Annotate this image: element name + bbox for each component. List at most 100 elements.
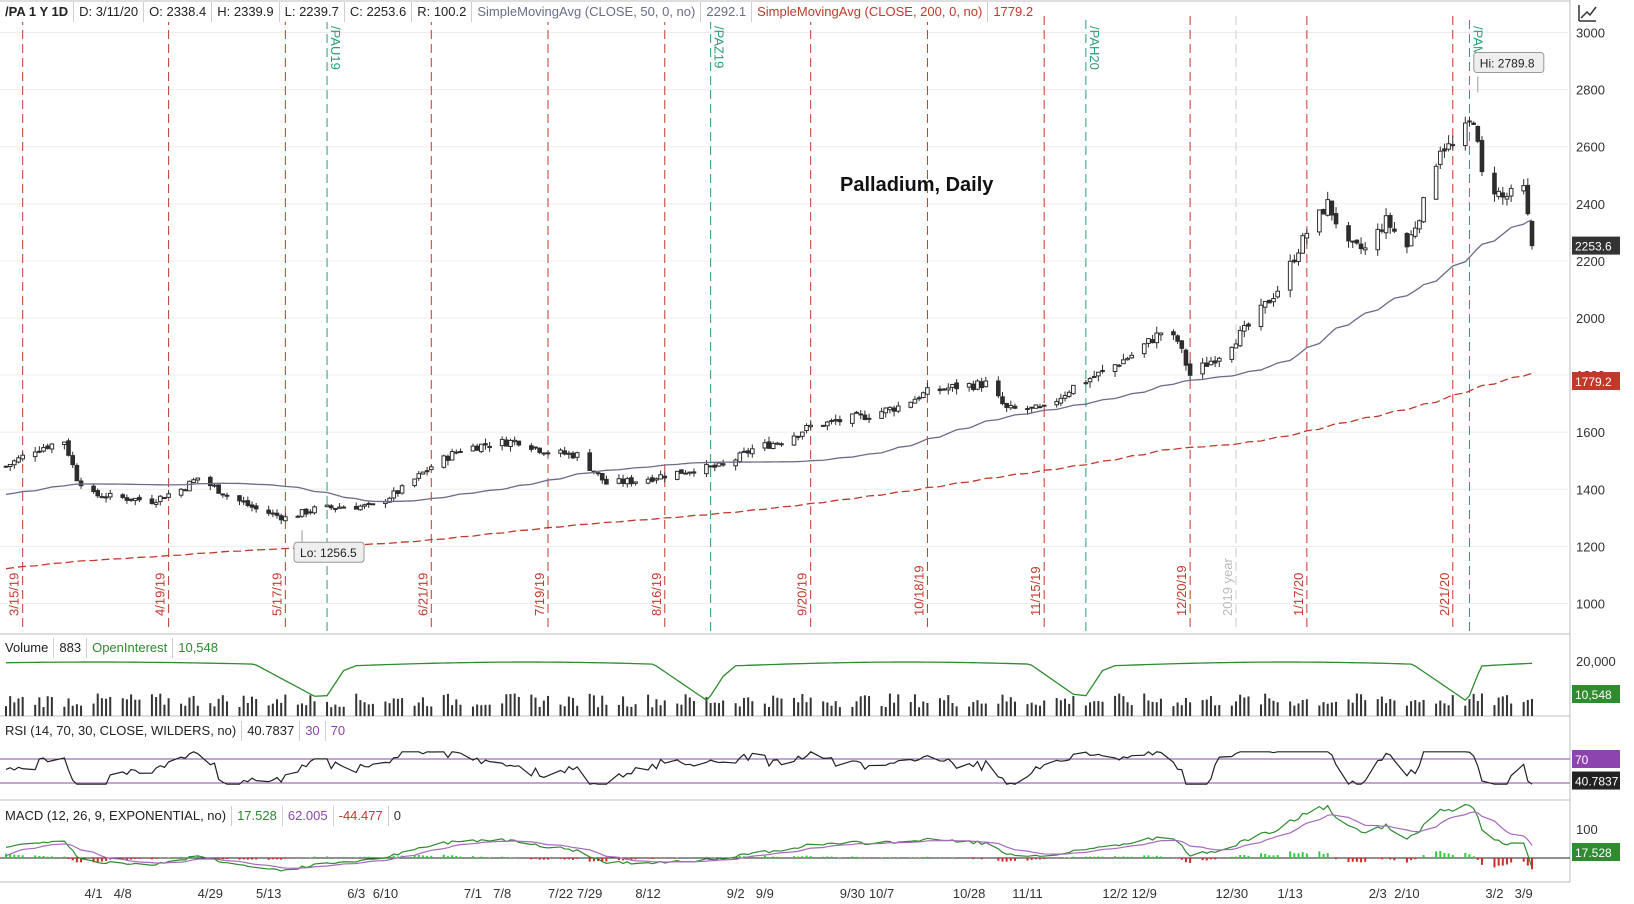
- rsi-study-label[interactable]: RSI (14, 70, 30, CLOSE, WILDERS, no): [0, 721, 243, 741]
- candle-body: [645, 478, 651, 484]
- candle-body: [862, 414, 868, 421]
- candle: [333, 507, 338, 513]
- candle-body: [599, 472, 605, 481]
- candle: [70, 451, 76, 468]
- sma200-line: [5, 372, 1533, 570]
- candle: [12, 459, 17, 469]
- candle: [1000, 391, 1005, 406]
- candle-body: [470, 445, 476, 452]
- candle-body: [854, 411, 859, 414]
- y-tick-label: 2200: [1576, 254, 1605, 269]
- candle-body: [1216, 357, 1222, 362]
- candle: [750, 444, 755, 458]
- candle: [633, 481, 638, 486]
- x-tick-label: 2/10: [1394, 886, 1419, 901]
- candle-body: [516, 440, 522, 446]
- candle-body: [7, 463, 13, 467]
- candle-body: [12, 460, 17, 466]
- candle-body: [1437, 150, 1443, 165]
- candle: [120, 493, 126, 500]
- candle: [908, 401, 914, 409]
- candle-body: [779, 443, 784, 446]
- candle-body: [328, 505, 334, 509]
- close-label: C: 2253.6: [345, 2, 413, 22]
- macd-zero-value: 0: [393, 808, 401, 823]
- candle-body: [912, 398, 918, 404]
- candle: [216, 484, 221, 494]
- candle: [1292, 254, 1297, 264]
- candle: [187, 480, 192, 492]
- candle-body: [791, 435, 797, 446]
- contract-roll-label: /PAH20: [1087, 26, 1102, 70]
- candle: [458, 448, 463, 454]
- macd-avg-value: 62.005: [283, 806, 334, 826]
- candle-body: [207, 476, 213, 487]
- high-label: H: 2339.9: [212, 2, 280, 22]
- candle-body: [124, 497, 130, 501]
- candle-body: [654, 478, 659, 481]
- candle: [791, 432, 797, 447]
- candle-body: [1116, 364, 1122, 367]
- candle-body: [1450, 144, 1456, 147]
- candle-body: [153, 502, 159, 505]
- candle-body: [1200, 362, 1205, 375]
- candle: [1233, 339, 1239, 349]
- candle: [1412, 221, 1418, 239]
- sma200-study-label[interactable]: SimpleMovingAvg (CLOSE, 200, 0, no): [752, 2, 989, 22]
- candle: [562, 446, 568, 456]
- candle: [954, 379, 959, 395]
- open-interest-label[interactable]: OpenInterest: [87, 638, 174, 658]
- candle-body: [562, 450, 568, 455]
- price-header: /PA 1 Y 1D D: 3/11/20 O: 2338.4 H: 2339.…: [0, 2, 1039, 22]
- candle-body: [1125, 357, 1130, 361]
- candle-body: [1354, 239, 1360, 244]
- candle-body: [712, 464, 718, 468]
- candle-body: [829, 419, 834, 422]
- macd-study-label[interactable]: MACD (12, 26, 9, EXPONENTIAL, no): [0, 806, 233, 826]
- candle-body: [241, 500, 246, 503]
- candle: [1129, 352, 1135, 360]
- hi-callout-box: [1473, 52, 1545, 74]
- candle-body: [458, 450, 463, 453]
- candle: [428, 464, 434, 471]
- date-label: D: 3/11/20: [74, 2, 145, 22]
- candle-body: [895, 405, 901, 412]
- candle-body: [1412, 227, 1418, 237]
- sma50-study-label[interactable]: SimpleMovingAvg (CLOSE, 50, 0, no): [472, 2, 702, 22]
- candle-body: [274, 512, 280, 516]
- candle-body: [1496, 190, 1501, 197]
- sma200-last-tag: 1779.2: [1575, 375, 1612, 389]
- candle: [604, 475, 609, 485]
- candle-body: [1112, 364, 1118, 372]
- candle: [1521, 179, 1526, 195]
- expand-chart-icon[interactable]: [1576, 2, 1600, 24]
- candle: [1492, 166, 1497, 202]
- candle: [124, 494, 130, 504]
- candle: [220, 493, 226, 498]
- candle: [241, 496, 246, 506]
- candle: [795, 435, 801, 441]
- candle: [770, 441, 776, 450]
- candle: [1058, 393, 1064, 407]
- candle-body: [178, 488, 184, 496]
- candle: [866, 413, 872, 424]
- candle-body: [1521, 185, 1526, 192]
- symbol-label[interactable]: /PA 1 Y 1D: [0, 2, 75, 22]
- candle: [645, 476, 651, 485]
- volume-study-label[interactable]: Volume: [0, 638, 55, 658]
- candle: [353, 502, 359, 510]
- expiry-label: 8/16/19: [649, 573, 664, 616]
- candle: [49, 443, 55, 454]
- candle: [1450, 135, 1456, 150]
- candle: [1229, 346, 1235, 363]
- candle-body: [245, 500, 251, 506]
- candle-body: [1037, 406, 1043, 409]
- candle: [362, 503, 367, 510]
- candle-body: [212, 484, 217, 487]
- candle-body: [428, 466, 434, 471]
- candle-body: [1421, 197, 1426, 223]
- candle: [779, 442, 784, 447]
- candle-body: [78, 480, 84, 487]
- candle-body: [249, 504, 255, 508]
